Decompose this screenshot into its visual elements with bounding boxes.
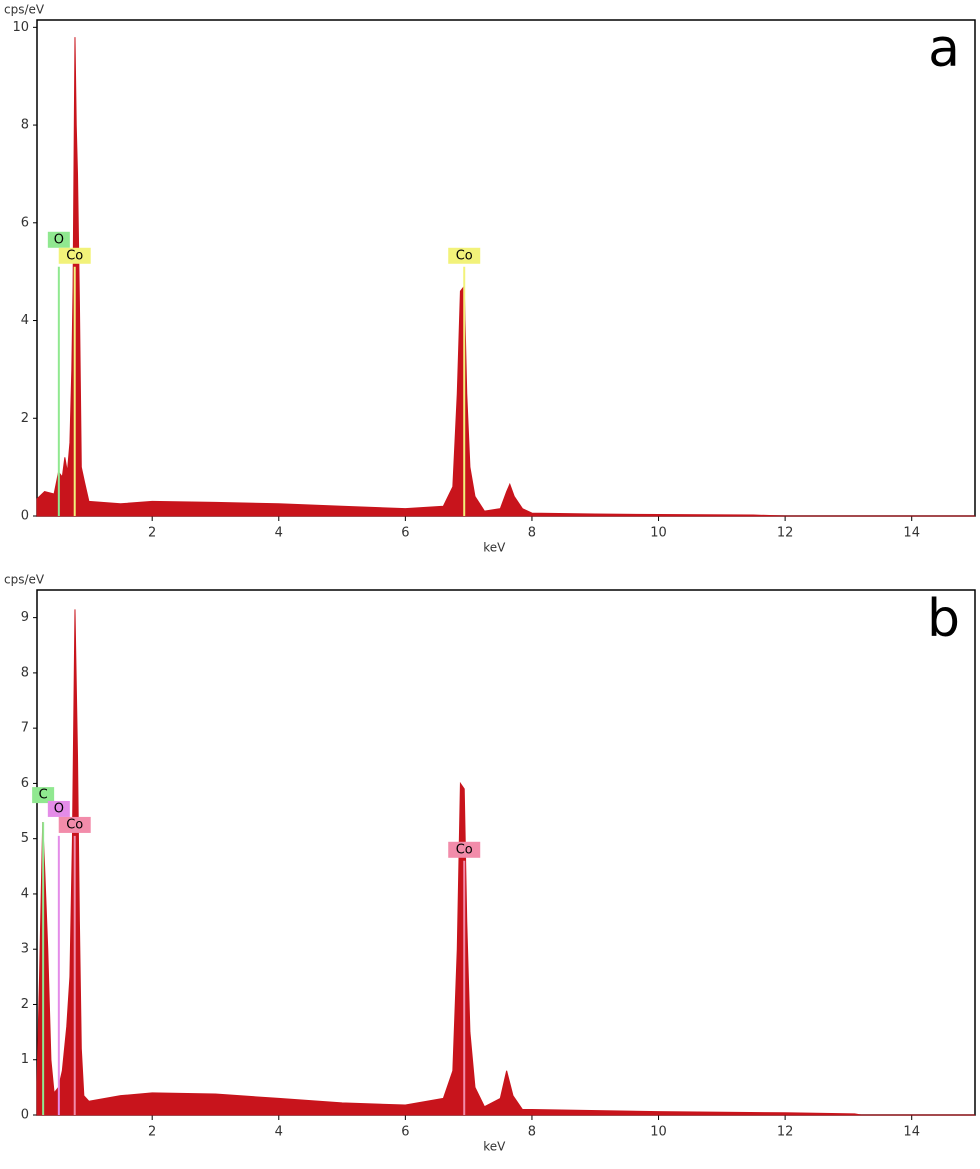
spectrum	[36, 609, 975, 1116]
x-tick-label: 6	[401, 1125, 409, 1140]
y-tick-label: 2	[21, 997, 29, 1012]
y-tick-label: 1	[21, 1052, 29, 1067]
element-label: Co	[66, 248, 83, 263]
x-tick-label: 4	[275, 1125, 283, 1140]
element-label: Co	[456, 248, 473, 263]
x-tick-label: 2	[148, 526, 156, 541]
element-label: O	[54, 801, 64, 816]
y-tick-label: 6	[21, 776, 29, 791]
element-label-box	[47, 800, 70, 817]
y-tick-label: 8	[21, 118, 29, 133]
x-tick-label: 6	[401, 526, 409, 541]
element-label: O	[54, 232, 64, 247]
panel-label: a	[928, 19, 960, 79]
element-label-box	[47, 231, 70, 248]
y-tick-label: 0	[21, 509, 29, 524]
x-axis-label: keV	[483, 541, 506, 555]
y-axis-label: cps/eV	[4, 3, 45, 17]
y-tick-label: 7	[21, 721, 29, 736]
element-label-box	[32, 787, 55, 804]
element-label: Co	[66, 817, 83, 832]
element-label: Co	[456, 842, 473, 857]
x-axis-label: keV	[483, 1140, 506, 1154]
x-tick-label: 12	[777, 1125, 794, 1140]
y-axis-label: cps/eV	[4, 573, 45, 587]
y-tick-label: 4	[21, 886, 29, 901]
y-tick-label: 3	[21, 942, 29, 957]
y-tick-label: 9	[21, 610, 29, 625]
element-label-box	[58, 816, 91, 833]
y-tick-label: 0	[21, 1108, 29, 1123]
x-tick-label: 10	[650, 1125, 667, 1140]
y-tick-label: 2	[21, 411, 29, 426]
x-tick-label: 8	[528, 1125, 536, 1140]
x-tick-label: 2	[148, 1125, 156, 1140]
x-tick-label: 12	[777, 526, 794, 541]
x-tick-label: 10	[650, 526, 667, 541]
y-tick-label: 4	[21, 313, 29, 328]
plot-frame	[36, 19, 976, 517]
panel-label: b	[927, 589, 960, 649]
y-tick-label: 8	[21, 665, 29, 680]
x-tick-label: 8	[528, 526, 536, 541]
element-label-box	[448, 841, 481, 858]
x-tick-label: 14	[903, 1125, 920, 1140]
x-tick-label: 4	[275, 526, 283, 541]
plot-frame	[36, 589, 976, 1116]
element-label-box	[448, 247, 481, 264]
element-label-box	[58, 247, 91, 264]
x-tick-label: 14	[903, 526, 920, 541]
y-tick-label: 10	[12, 20, 29, 35]
spectrum	[36, 37, 975, 517]
element-label: C	[39, 788, 48, 803]
y-tick-label: 5	[21, 831, 29, 846]
y-tick-label: 6	[21, 215, 29, 230]
